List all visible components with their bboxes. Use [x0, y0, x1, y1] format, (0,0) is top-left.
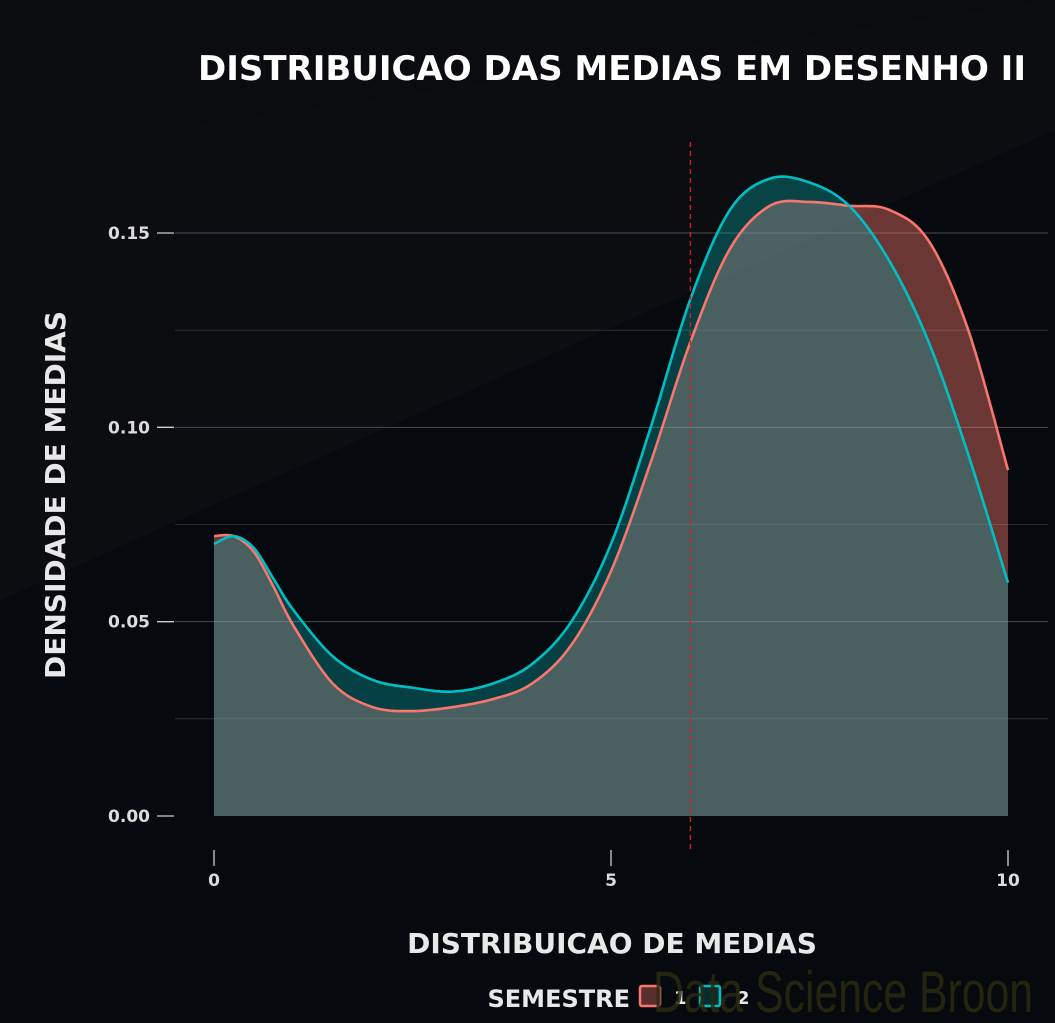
y-axis-title: DENSIDADE DE MEDIAS — [39, 311, 72, 679]
density-area-semestre-2 — [214, 176, 1008, 816]
x-axis-title: DISTRIBUICAO DE MEDIAS — [407, 927, 817, 960]
legend-key-semestre-1[interactable] — [638, 984, 662, 1008]
density-line-semestre-1 — [213, 199, 1010, 713]
legend-title: SEMESTRE — [488, 985, 631, 1013]
density-areas — [214, 176, 1008, 816]
background-shade — [0, 130, 1055, 1023]
legend-key-semestre-2[interactable] — [698, 984, 722, 1008]
legend-label-semestre-2: 2 — [737, 988, 750, 1009]
legend-label-semestre-1: 1 — [674, 988, 687, 1009]
y-tick-label: 0.05 — [108, 613, 150, 633]
x-axis: 0 5 10 — [208, 850, 1020, 891]
grid-lines — [175, 232, 1048, 720]
x-tick-label: 10 — [996, 871, 1020, 891]
x-tick-label: 5 — [605, 871, 617, 891]
y-tick-label: 0.00 — [108, 807, 150, 827]
density-line-semestre-2 — [213, 175, 1010, 694]
background-band — [0, 0, 1055, 600]
watermark-text: Data Science Broon — [653, 960, 1033, 1023]
x-tick-label: 0 — [208, 871, 220, 891]
density-lines — [213, 175, 1010, 713]
y-axis: 0.00 0.05 0.10 0.15 — [108, 224, 174, 827]
chart-title: DISTRIBUICAO DAS MEDIAS EM DESENHO II — [198, 49, 1026, 89]
y-tick-label: 0.10 — [108, 418, 150, 438]
density-area-semestre-1 — [214, 200, 1008, 816]
y-tick-label: 0.15 — [108, 224, 150, 244]
legend: SEMESTRE 1 2 — [488, 984, 750, 1013]
